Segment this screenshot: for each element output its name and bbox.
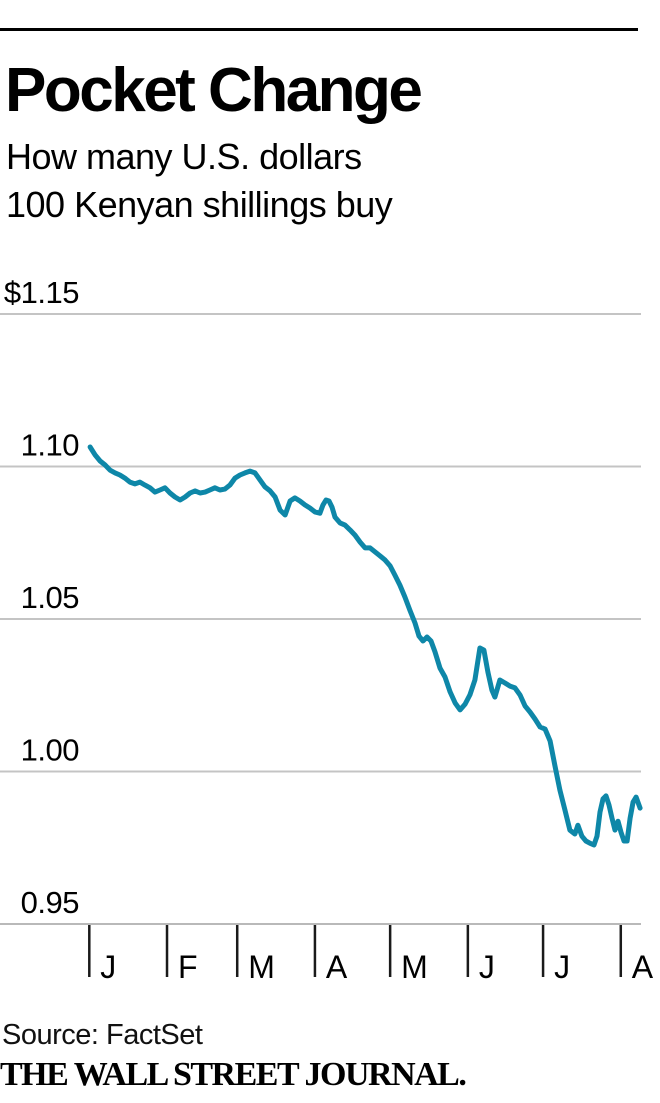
chart-title: Pocket Change: [5, 56, 423, 125]
month-label: A: [326, 949, 348, 985]
chart-subtitle-line1: How many U.S. dollars: [6, 136, 362, 177]
price-line: [87, 444, 643, 848]
y-tick-label: 0.95: [21, 885, 79, 920]
month-label: J: [554, 949, 570, 985]
y-tick-label: 1.00: [21, 733, 80, 768]
month-label: F: [178, 949, 198, 985]
chart-subtitle-line2: 100 Kenyan shillings buy: [6, 184, 393, 225]
y-axis-labels: $1.15 1.10 1.05 1.00 0.95: [4, 275, 80, 920]
month-label: J: [479, 949, 495, 985]
y-tick-label: 1.10: [21, 428, 80, 463]
source-note: Source: FactSet: [2, 1019, 203, 1051]
month-label: M: [401, 949, 428, 985]
x-tick-marks: [88, 925, 623, 977]
gridlines: [0, 313, 641, 925]
y-tick-label: 1.05: [21, 580, 79, 615]
y-tick-label: $1.15: [4, 275, 79, 310]
kes-usd-series: [87, 444, 643, 848]
month-label: A: [632, 949, 654, 985]
chart-subtitle: How many U.S. dollars 100 Kenyan shillin…: [6, 133, 646, 229]
wsj-masthead: THE WALL STREET JOURNAL.: [0, 1056, 467, 1093]
month-label: M: [248, 949, 275, 985]
month-label: J: [100, 949, 116, 985]
top-rule: [0, 28, 638, 31]
